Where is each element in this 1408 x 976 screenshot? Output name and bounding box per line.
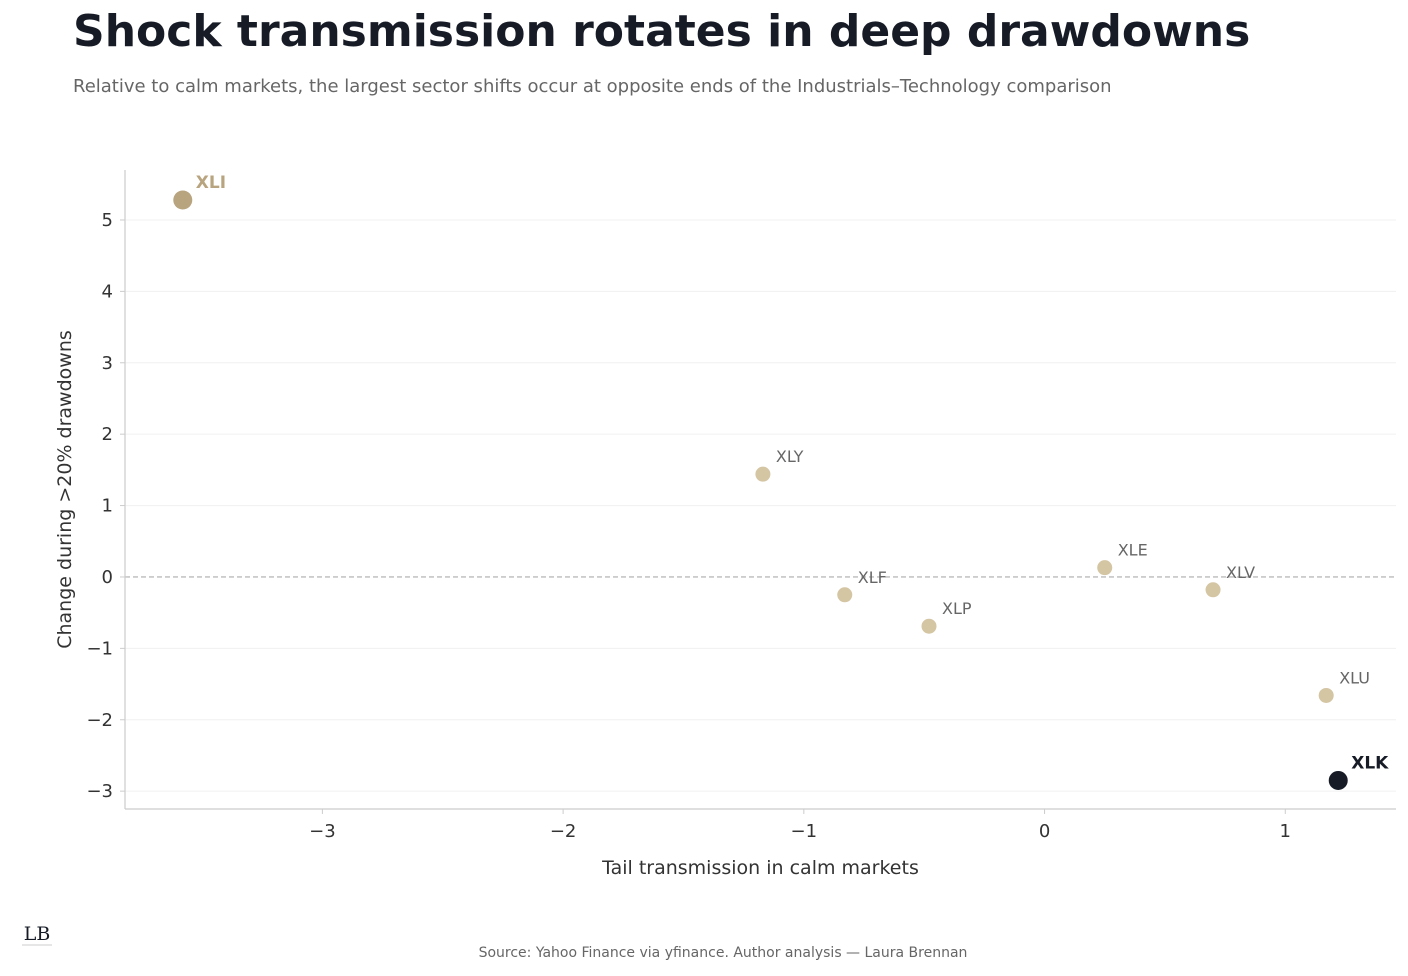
y-tick-label: −1 [86, 638, 113, 659]
point-xli [173, 190, 193, 210]
x-ticks: −3 −2 −1 0 1 [309, 809, 1291, 842]
source-note: Source: Yahoo Finance via yfinance. Auth… [478, 945, 968, 961]
point-xlk [1328, 770, 1348, 790]
y-tick-label: 4 [102, 281, 113, 302]
y-axis-label: Change during >20% drawdowns [54, 330, 76, 649]
point-xlp [921, 618, 937, 634]
y-tick-label: 3 [102, 353, 113, 374]
point-xle [1097, 560, 1113, 576]
point-label-xli: XLI [196, 173, 226, 193]
axes [124, 170, 1396, 810]
point-label-xlp: XLP [942, 599, 972, 618]
point-label-xly: XLY [776, 447, 804, 466]
x-tick-label: −1 [791, 821, 818, 842]
x-tick-label: 0 [1039, 821, 1050, 842]
y-tick-label: 1 [102, 496, 113, 517]
point-xlf [837, 587, 853, 603]
point-label-xlv: XLV [1226, 563, 1255, 582]
x-tick-label: −3 [309, 821, 336, 842]
y-tick-label: 2 [102, 424, 113, 445]
x-tick-label: 1 [1280, 821, 1291, 842]
point-label-xlf: XLF [858, 568, 887, 587]
y-ticks: −3 −2 −1 0 1 2 3 4 5 [86, 210, 125, 802]
data-points: XLI XLY XLF XLP XLE XLV XLU XLK [173, 173, 1389, 790]
y-tick-label: 0 [102, 567, 113, 588]
point-xlv [1205, 582, 1221, 598]
author-logo: LB [22, 923, 52, 946]
y-tick-label: −2 [86, 710, 113, 731]
y-tick-label: −3 [86, 781, 113, 802]
x-axis-label: Tail transmission in calm markets [601, 857, 919, 879]
chart-title: Shock transmission rotates in deep drawd… [73, 6, 1251, 57]
grid-lines [125, 219, 1396, 792]
logo-text: LB [24, 923, 51, 945]
point-xlu [1318, 687, 1334, 703]
x-tick-label: −2 [550, 821, 577, 842]
point-label-xlu: XLU [1339, 668, 1370, 687]
chart-subtitle: Relative to calm markets, the largest se… [73, 76, 1112, 97]
point-label-xle: XLE [1118, 541, 1148, 560]
y-tick-label: 5 [102, 210, 113, 231]
point-label-xlk: XLK [1351, 753, 1389, 773]
point-xly [755, 466, 771, 482]
